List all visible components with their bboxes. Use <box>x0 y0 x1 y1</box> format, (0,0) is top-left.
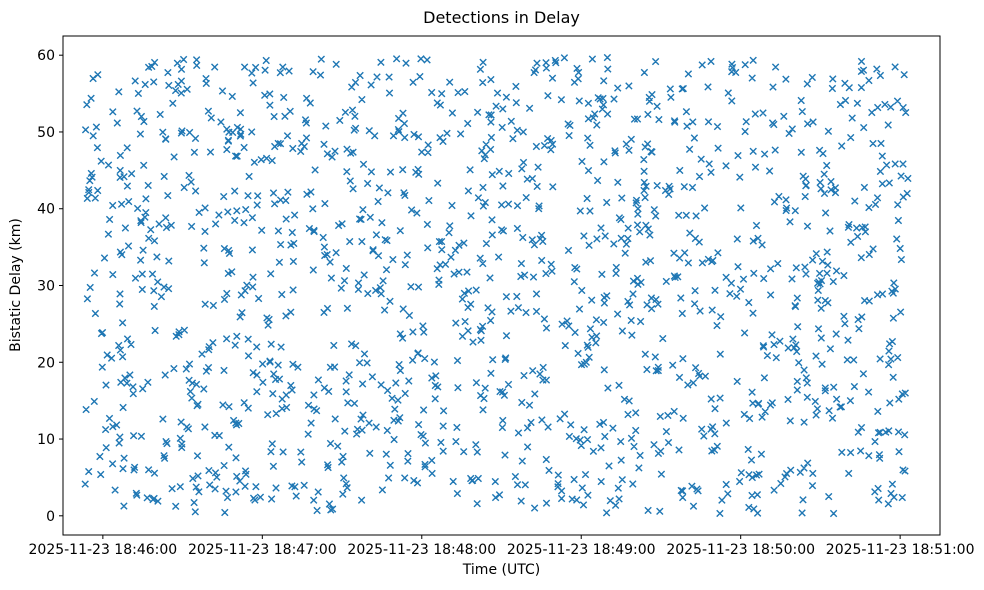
x-tick-label: 2025-11-23 18:49:00 <box>507 542 656 558</box>
x-tick-label: 2025-11-23 18:51:00 <box>826 542 975 558</box>
y-tick-label: 0 <box>46 509 55 525</box>
chart-title: Detections in Delay <box>423 8 580 27</box>
y-tick-label: 30 <box>37 279 55 295</box>
x-tick-label: 2025-11-23 18:46:00 <box>29 542 178 558</box>
y-tick-label: 10 <box>37 432 55 448</box>
x-tick-label: 2025-11-23 18:50:00 <box>666 542 815 558</box>
y-tick-label: 60 <box>37 48 55 64</box>
x-tick-label: 2025-11-23 18:48:00 <box>347 542 496 558</box>
scatter-points <box>81 53 912 518</box>
y-tick-label: 50 <box>37 125 55 141</box>
x-tick-label: 2025-11-23 18:47:00 <box>188 542 337 558</box>
y-tick-label: 20 <box>37 355 55 371</box>
x-axis-label: Time (UTC) <box>462 562 541 578</box>
y-tick-label: 40 <box>37 202 55 218</box>
